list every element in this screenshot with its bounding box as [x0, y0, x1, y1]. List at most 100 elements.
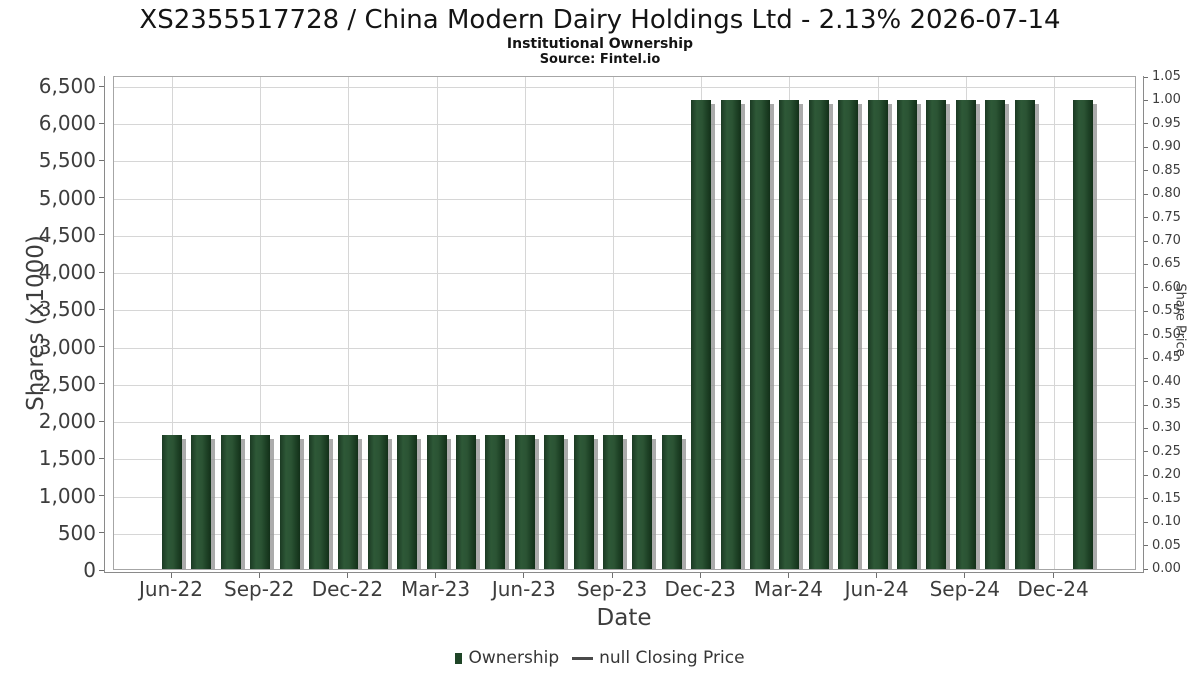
x-axis-tick: [435, 573, 437, 578]
y-axis-right-tick: [1144, 193, 1148, 195]
y-axis-right-tick-label: 0.05: [1152, 537, 1181, 553]
y-axis-right-tick: [1144, 146, 1148, 148]
y-axis-right-tick-label: 0.40: [1152, 373, 1181, 389]
h-gridline: [114, 496, 1135, 498]
y-axis-left-tick-label: 6,000: [38, 111, 96, 136]
y-axis-left-tick-label: 500: [57, 520, 96, 545]
y-axis-left-tick-label: 6,500: [38, 74, 96, 98]
ownership-bar: [456, 434, 476, 569]
h-gridline: [114, 310, 1135, 312]
y-axis-right-tick-label: 0.70: [1152, 233, 1181, 248]
ownership-bar: [250, 434, 271, 569]
y-axis-left-tick: [99, 495, 104, 497]
y-axis-left-tick: [99, 457, 104, 459]
ownership-bar: [808, 99, 829, 569]
legend-label-closing-price: null Closing Price: [599, 648, 745, 668]
ownership-bar: [367, 434, 388, 569]
y-axis-right-tick-label: 0.75: [1152, 209, 1181, 225]
ownership-bar: [573, 434, 594, 569]
x-axis-tick-label: Mar-24: [753, 577, 823, 601]
y-axis-right-tick: [1144, 263, 1148, 265]
ownership-bar: [1014, 99, 1035, 569]
h-gridline: [114, 273, 1135, 275]
h-gridline: [114, 161, 1135, 163]
y-axis-left-tick: [99, 346, 104, 348]
v-gridline: [172, 77, 173, 569]
y-axis-left-tick-label: 2,500: [38, 371, 96, 396]
y-axis-left-tick-label: 5,500: [38, 148, 96, 173]
ownership-bar: [897, 99, 917, 569]
v-gridline: [524, 77, 526, 569]
ownership-bar: [220, 434, 241, 569]
x-axis-tick-label: Dec-22: [311, 577, 384, 601]
x-axis-title: Date: [596, 605, 652, 631]
y-axis-left-tick-label: 3,000: [38, 334, 96, 359]
y-axis-left-tick: [99, 383, 104, 385]
x-axis-tick-label: Jun-22: [139, 577, 203, 601]
y-axis-left-tick: [99, 569, 104, 571]
y-axis-left-tick: [99, 159, 104, 161]
y-axis-right-tick-label: 0.35: [1152, 397, 1181, 412]
line-series-marker-icon: [572, 656, 594, 660]
y-axis-left-tick: [99, 85, 104, 87]
y-axis-right-tick: [1144, 76, 1148, 78]
y-axis-right-tick-label: 0.80: [1152, 186, 1181, 202]
ownership-bar: [162, 434, 182, 569]
y-axis-left-tick: [99, 420, 104, 422]
ownership-bar: [867, 99, 888, 569]
y-axis-right-tick: [1144, 427, 1148, 429]
h-gridline: [114, 124, 1135, 126]
v-gridline: [1054, 77, 1055, 569]
y-axis-left-tick: [99, 308, 104, 310]
x-axis-tick: [346, 573, 348, 578]
chart-source: Source: Fintel.io: [539, 52, 661, 67]
chart-title: XS2355517728 / China Modern Dairy Holdin…: [139, 5, 1061, 35]
chart-subtitle: Institutional Ownership: [506, 36, 694, 52]
y-axis-right-tick-label: 0.15: [1152, 490, 1181, 506]
y-axis-right-tick: [1144, 357, 1148, 359]
ownership-bar: [926, 99, 947, 569]
y-axis-right-tick: [1144, 240, 1148, 242]
ownership-bar: [485, 434, 506, 569]
y-axis-right-tick-label: 0.50: [1152, 326, 1181, 342]
y-axis-right-tick-label: 0.65: [1152, 256, 1181, 272]
h-gridline: [114, 422, 1135, 424]
x-axis-tick-label: Dec-24: [1017, 577, 1089, 601]
y-axis-right-tick-label: 1.00: [1152, 92, 1181, 108]
y-axis-left-tick-label: 2,000: [38, 409, 96, 434]
v-gridline: [613, 77, 614, 569]
y-axis-right-tick: [1144, 474, 1148, 476]
y-axis-right-tick-label: 1.05: [1152, 69, 1181, 84]
y-axis-left-tick-label: 0: [83, 558, 96, 582]
h-gridline: [114, 235, 1135, 237]
ownership-bar: [603, 434, 623, 569]
y-axis-right-tick: [1144, 568, 1148, 570]
x-axis-tick-label: Sep-24: [929, 577, 1000, 601]
legend-label-ownership: Ownership: [468, 648, 560, 668]
y-axis-left-tick-label: 4,500: [38, 222, 96, 247]
x-axis-tick: [876, 573, 878, 578]
y-axis-right-tick: [1144, 451, 1148, 453]
y-axis-left-line: [104, 76, 105, 573]
ownership-bar: [191, 434, 212, 569]
y-axis-right-tick-label: 0.95: [1152, 115, 1181, 131]
y-axis-right-tick: [1144, 334, 1148, 336]
h-gridline: [114, 459, 1135, 461]
y-axis-right-tick: [1144, 381, 1148, 383]
v-gridline: [348, 77, 350, 569]
y-axis-right-tick-label: 0.20: [1152, 467, 1181, 483]
x-axis-tick-label: Dec-23: [664, 577, 736, 601]
x-axis-tick: [523, 573, 525, 578]
y-axis-left-tick-label: 5,000: [38, 185, 96, 210]
y-axis-left-tick: [99, 532, 104, 534]
ownership-bar: [661, 434, 682, 569]
ownership-bar: [397, 434, 418, 569]
plot-area: [113, 76, 1136, 570]
legend: Ownership null Closing Price: [0, 648, 1200, 668]
h-gridline: [114, 347, 1135, 349]
ownership-bar: [750, 99, 770, 569]
ownership-bar: [779, 99, 800, 569]
ownership-bar: [985, 99, 1006, 569]
y-axis-right-tick-label: 0.90: [1152, 139, 1181, 155]
ownership-bar: [1073, 99, 1094, 569]
